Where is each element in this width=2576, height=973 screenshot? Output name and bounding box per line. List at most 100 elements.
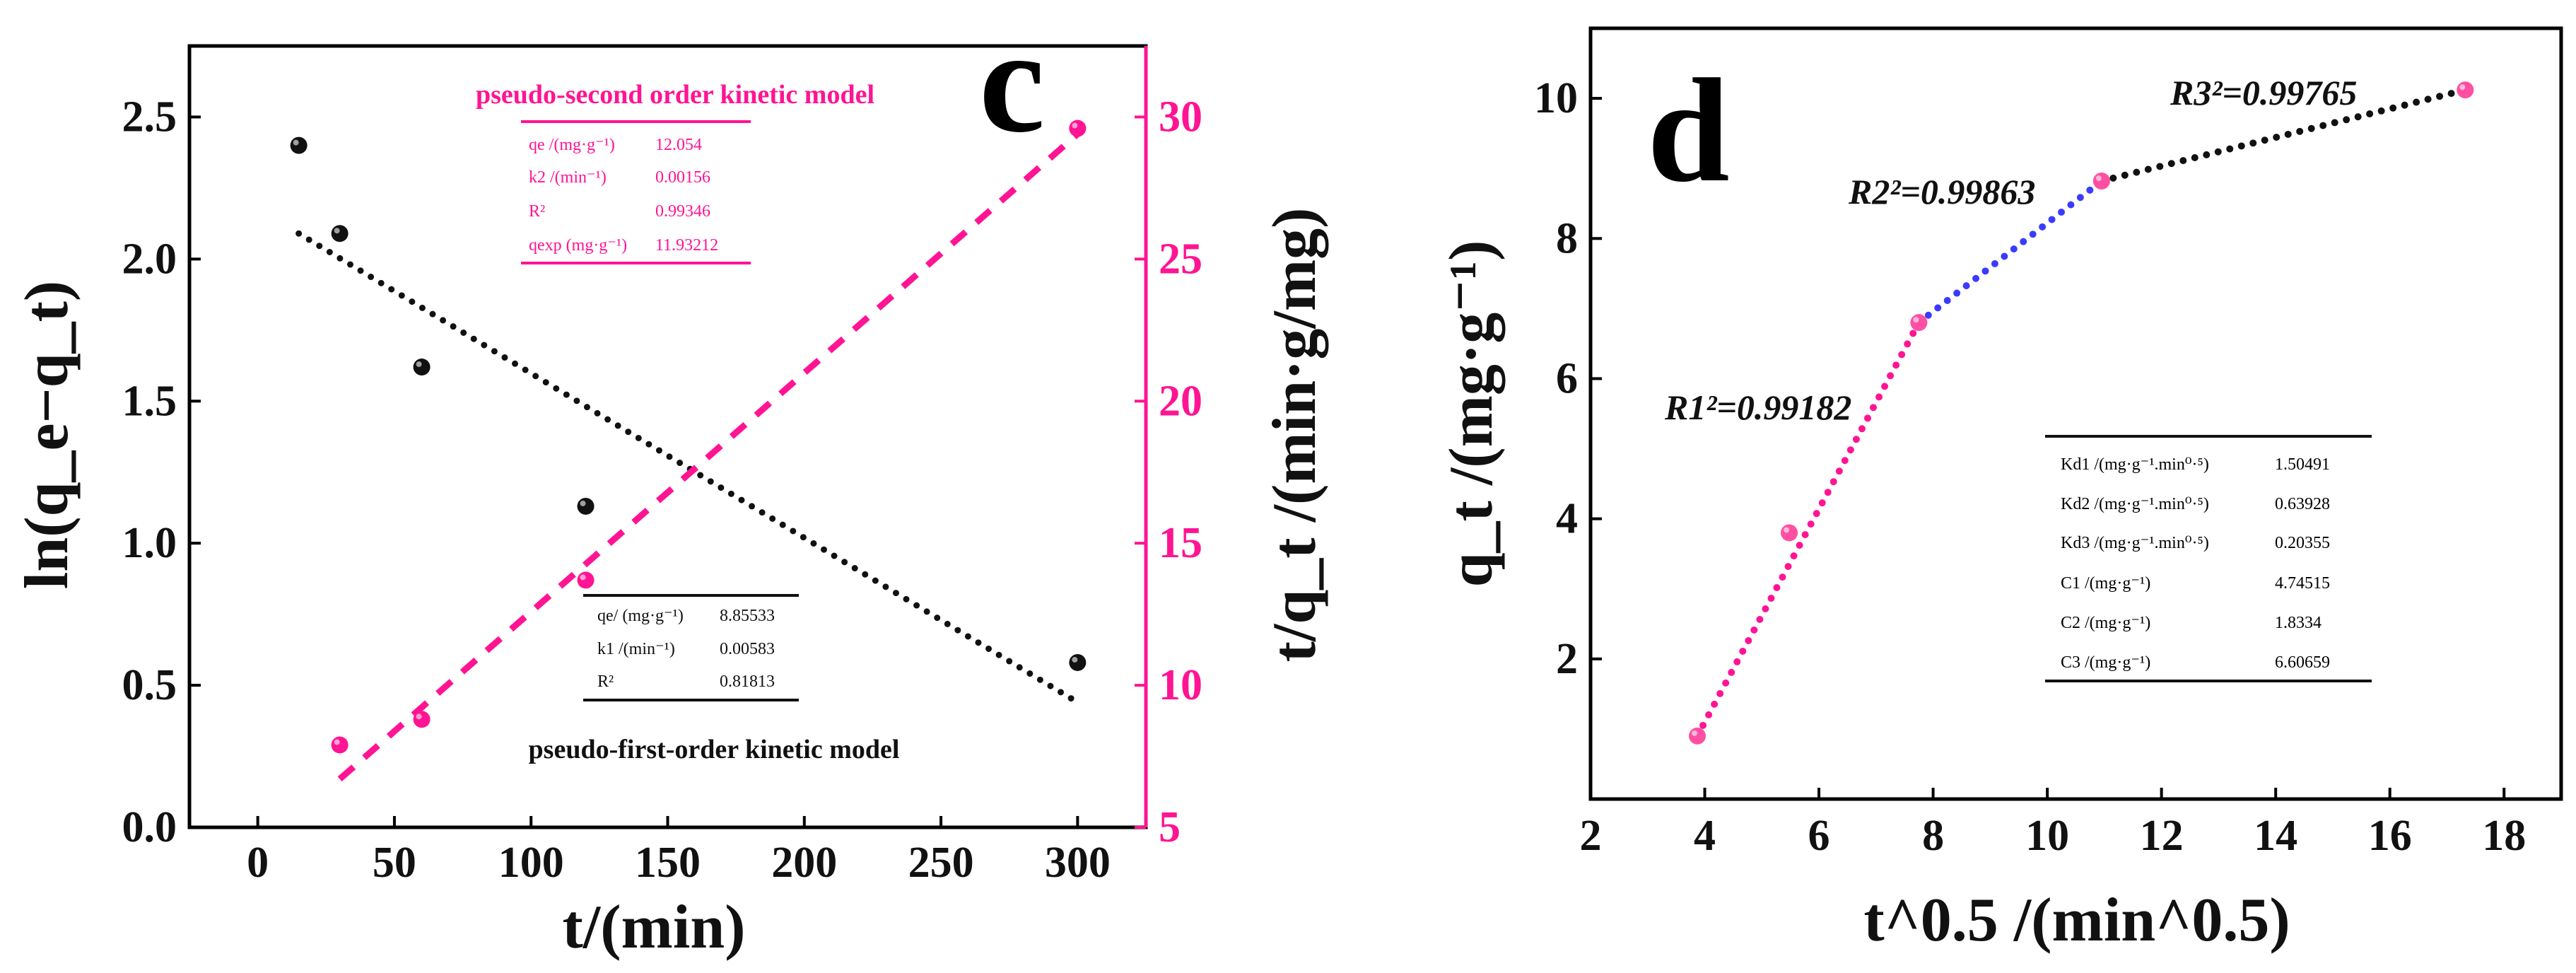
x-tick-label: 250 xyxy=(908,839,974,887)
panel-label-c: c xyxy=(979,0,1045,163)
chart-d-x-axis-label: t^0.5 /(min^0.5) xyxy=(1863,886,2290,955)
x-tick-label: 16 xyxy=(2368,812,2412,860)
data-point xyxy=(413,359,431,376)
table-cell: k1 /(min⁻¹) xyxy=(597,640,675,658)
data-point xyxy=(2092,173,2110,190)
y-tick-label: 0.0 xyxy=(122,803,177,851)
chart-d-points xyxy=(1689,81,2474,745)
data-point-highlight xyxy=(416,361,422,368)
data-point xyxy=(1069,653,1087,671)
data-point xyxy=(1781,524,1798,542)
table-pseudo-first-order-title: pseudo-first-order kinetic model xyxy=(529,735,900,764)
y-tick-label: 2.5 xyxy=(122,93,177,141)
chart-d-y-axis-label: q_t /(mg·g⁻¹) xyxy=(1437,240,1506,588)
table-cell: qe/ (mg·g⁻¹) xyxy=(597,607,684,625)
y-tick-label: 6 xyxy=(1556,354,1578,402)
table-cell: qe /(mg·g⁻¹) xyxy=(529,136,615,154)
table-cell: 6.60659 xyxy=(2275,653,2330,672)
table-cell: 0.99346 xyxy=(655,202,710,221)
data-point-highlight xyxy=(580,574,586,581)
x-tick-label: 50 xyxy=(373,839,416,887)
y2-tick-label: 5 xyxy=(1159,803,1181,851)
y2-tick-label: 30 xyxy=(1159,93,1202,141)
data-point-highlight xyxy=(1913,317,1919,323)
fit-segment xyxy=(2097,86,2469,185)
data-point-highlight xyxy=(1072,122,1078,129)
fit-segment xyxy=(1915,177,2105,327)
data-point-highlight xyxy=(1692,730,1698,736)
x-tick-label: 4 xyxy=(1694,812,1716,860)
panel-label-d: d xyxy=(1647,49,1730,213)
data-point-highlight xyxy=(580,500,586,506)
table-cell: 0.81813 xyxy=(720,672,775,691)
r-squared-label: R3²=0.99765 xyxy=(2170,73,2357,112)
table-cell: 0.00583 xyxy=(720,640,775,658)
x-tick-label: 8 xyxy=(1922,812,1944,860)
data-point-highlight xyxy=(1784,527,1790,533)
y-tick-label: 2.0 xyxy=(122,235,177,283)
table-cell: qexp (mg·g⁻¹) xyxy=(529,236,627,255)
chart-c-ticks: 0 50 100 150 200 250 300 0.0 0.5 1.0 1.5 2.0 2.5 5 10 1… xyxy=(122,93,1203,887)
x-tick-label: 300 xyxy=(1045,839,1111,887)
chart-c: 0 50 100 150 200 250 300 0.0 0.5 1.0 1.5 2.0 2.5 5 10 1… xyxy=(13,0,1329,962)
x-tick-label: 200 xyxy=(771,839,837,887)
data-point xyxy=(2457,81,2474,99)
y-tick-label: 0.5 xyxy=(122,661,177,709)
chart-c-fit-lines xyxy=(295,132,1081,782)
data-point xyxy=(577,571,595,589)
data-point xyxy=(1689,727,1706,745)
data-point xyxy=(331,736,349,754)
table-cell: 0.63928 xyxy=(2275,495,2330,513)
table-cell: 4.74515 xyxy=(2275,574,2330,593)
x-tick-label: 0 xyxy=(247,839,269,887)
data-point-highlight xyxy=(293,139,299,146)
r-squared-label: R2²=0.99863 xyxy=(1848,172,2035,211)
table-cell: 12.054 xyxy=(655,136,702,154)
data-point xyxy=(577,497,595,515)
chart-c-x-axis-label: t/(min) xyxy=(562,893,745,962)
fit-line-first-order xyxy=(295,230,1081,706)
x-tick-label: 150 xyxy=(635,839,701,887)
table-cell: 0.20355 xyxy=(2275,534,2330,552)
y2-tick-label: 20 xyxy=(1159,377,1202,425)
data-point-highlight xyxy=(334,228,340,234)
table-cell: 11.93212 xyxy=(655,236,718,255)
table-pseudo-first-order: qe/ (mg·g⁻¹) 8.85533 k1 /(min⁻¹) 0.00583… xyxy=(529,594,900,764)
y-tick-label: 8 xyxy=(1556,214,1578,262)
data-point xyxy=(290,136,308,154)
x-tick-label: 2 xyxy=(1580,812,1602,860)
data-point-highlight xyxy=(334,739,340,745)
table-cell: R² xyxy=(529,202,545,221)
table-cell: Kd3 /(mg·g⁻¹.min⁰·⁵) xyxy=(2061,534,2209,552)
y-tick-label: 4 xyxy=(1556,495,1578,543)
y-tick-label: 1.0 xyxy=(122,519,177,567)
y-tick-label: 10 xyxy=(1534,74,1578,122)
chart-c-right-y-axis-label: t/q_t /(min·g/mg) xyxy=(1260,208,1329,663)
x-tick-label: 10 xyxy=(2025,812,2069,860)
table-cell: C3 /(mg·g⁻¹) xyxy=(2061,653,2150,672)
y-tick-label: 2 xyxy=(1556,635,1578,683)
table-cell: 0.00156 xyxy=(655,168,710,187)
chart-c-left-y-axis-label: ln(q_e−q_t) xyxy=(13,281,81,589)
x-tick-label: 18 xyxy=(2482,812,2526,860)
table-cell: 1.8334 xyxy=(2275,614,2322,632)
fit-line-second-order xyxy=(337,132,1080,782)
data-point-highlight xyxy=(2095,175,2102,182)
y2-tick-label: 25 xyxy=(1159,235,1202,283)
x-tick-label: 14 xyxy=(2254,812,2297,860)
table-cell: k2 /(min⁻¹) xyxy=(529,168,607,187)
table-cell: Kd1 /(mg·g⁻¹.min⁰·⁵) xyxy=(2061,455,2209,474)
data-point xyxy=(1069,120,1087,137)
chart-d-frame xyxy=(1588,26,2563,801)
data-point xyxy=(331,225,349,243)
data-point xyxy=(413,711,431,728)
data-point-highlight xyxy=(1072,656,1078,663)
chart-c-points xyxy=(290,120,1087,754)
chart-d-ticks: 2 4 6 8 10 12 14 16 18 2 4 6 8 10 xyxy=(1534,74,2526,860)
data-point-highlight xyxy=(416,713,422,720)
table-cell: 1.50491 xyxy=(2275,455,2330,474)
y2-tick-label: 10 xyxy=(1159,661,1202,709)
table-pseudo-second-order: pseudo-second order kinetic model qe /(m… xyxy=(476,80,874,264)
table-cell: C1 /(mg·g⁻¹) xyxy=(2061,574,2150,593)
